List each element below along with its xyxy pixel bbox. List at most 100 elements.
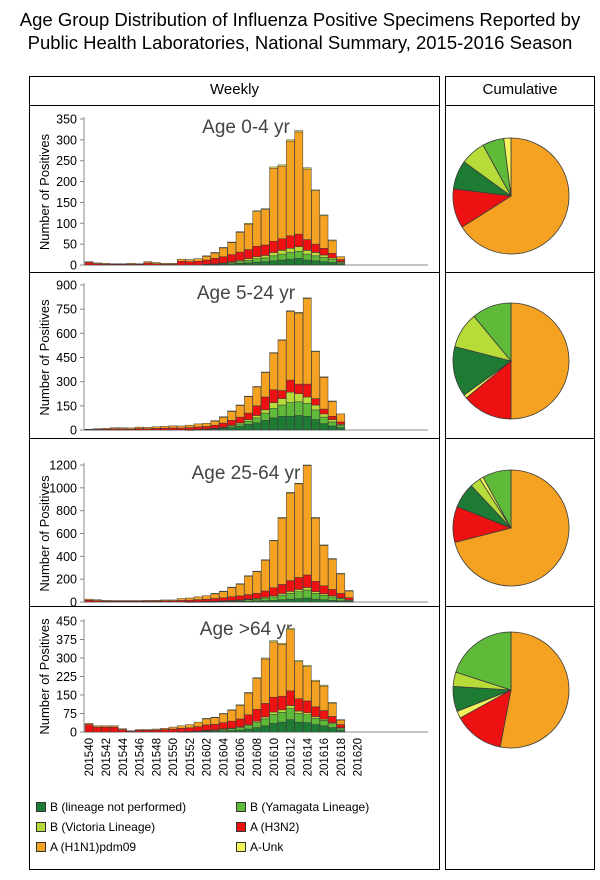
bar-segment-a-h1n1pdm09 [118, 600, 127, 602]
bar-segment-a-h1n1pdm09 [143, 427, 153, 429]
bar-segment-a-h3n2 [294, 577, 304, 590]
bar-segment-a-h3n2 [227, 720, 236, 729]
bar-segment-a-unk [294, 483, 304, 485]
bar-segment-a-unk [252, 386, 262, 388]
bar-segment-a-h1n1pdm09 [84, 261, 94, 263]
legend-label: B (Yamagata Lineage) [250, 800, 370, 814]
bar-segment-a-h3n2 [328, 416, 337, 420]
bar-segment-a-h1n1pdm09 [193, 721, 203, 727]
bar-segment-a-h1n1pdm09 [328, 702, 337, 717]
bar-segment-a-h3n2 [218, 256, 228, 264]
bar-segment-a-unk [269, 166, 278, 169]
pie-slice-b-lineage-not-performed [452, 346, 512, 396]
bar-segment-a-h1n1pdm09 [294, 483, 304, 578]
bar-segment-a-h1n1pdm09 [135, 426, 144, 429]
bar-segment-a-h1n1pdm09 [151, 600, 161, 602]
bar-segment-b-victoria [277, 398, 287, 406]
bar-segment-a-h1n1pdm09 [252, 386, 262, 407]
bar-segment-a-unk [286, 492, 295, 494]
bar-segment-a-unk [260, 208, 270, 210]
bar-segment-b-lineage-not-performed [302, 416, 312, 431]
title-line-2: Public Health Laboratories, National Sum… [27, 32, 573, 53]
bar-segment-a-unk [227, 709, 236, 711]
bar-segment-a-unk [328, 400, 337, 402]
bar-segment-a-unk [260, 371, 270, 373]
bar-segment-a-unk [311, 679, 320, 682]
bar-segment-b-lineage-not-performed [269, 417, 278, 431]
legend-swatch [236, 822, 246, 832]
bar-segment-b-lineage-not-performed [302, 722, 312, 733]
bar-segment-a-h1n1pdm09 [126, 730, 136, 732]
y-axis-label: Number of Positives [37, 475, 52, 592]
bar-segment-a-h3n2 [336, 421, 346, 425]
bar-segment-a-h1n1pdm09 [244, 575, 253, 595]
x-tick-label: 201608 [252, 738, 264, 776]
bar-segment-b-lineage-not-performed [260, 420, 270, 431]
bar-segment-a-unk [286, 628, 295, 630]
legend-item: B (Victoria Lineage) [36, 820, 155, 834]
y-axis-label: Number of Positives [37, 618, 52, 735]
bar-segment-a-h3n2 [227, 420, 236, 426]
bar-segment-b-lineage-not-performed [294, 258, 304, 266]
y-tick-label: 100 [56, 217, 77, 231]
bar-segment-a-unk [244, 395, 253, 397]
bar-segment-b-victoria [252, 256, 262, 259]
bar-segment-a-unk [302, 464, 312, 466]
bar-segment-a-h1n1pdm09 [202, 422, 211, 427]
bar-segment-b-lineage-not-performed [311, 419, 320, 431]
bar-segment-a-h1n1pdm09 [328, 240, 337, 254]
bar-segment-a-unk [227, 410, 236, 412]
bar-segment-a-h1n1pdm09 [218, 247, 228, 257]
y-tick-label: 400 [56, 550, 77, 564]
bar-segment-a-h1n1pdm09 [294, 131, 304, 235]
bar-segment-a-h1n1pdm09 [277, 340, 287, 391]
bar-segment-a-h1n1pdm09 [202, 255, 211, 261]
bar-segment-a-h1n1pdm09 [302, 465, 312, 576]
bar-segment-b-yamagata [319, 257, 329, 262]
x-tick-label: 201550 [168, 738, 180, 776]
bar-segment-b-lineage-not-performed [244, 728, 253, 733]
bar-segment-a-h1n1pdm09 [93, 262, 102, 264]
bar-segment-a-h1n1pdm09 [93, 428, 102, 430]
bar-segment-b-yamagata [302, 589, 312, 599]
bar-segment-a-h3n2 [344, 597, 354, 601]
legend-item: A (H3N2) [236, 820, 299, 834]
bar-segment-a-h3n2 [218, 422, 228, 428]
bar-segment-a-h1n1pdm09 [168, 726, 178, 730]
bar-segment-a-h3n2 [260, 396, 270, 411]
bar-segment-a-h1n1pdm09 [101, 725, 111, 728]
bar-segment-a-h3n2 [286, 235, 295, 249]
bar-segment-a-h1n1pdm09 [168, 263, 178, 265]
bar-segment-b-victoria [244, 258, 253, 261]
bar-segment-b-lineage-not-performed [277, 599, 287, 603]
bar-segment-b-yamagata [328, 421, 337, 427]
chart-title: Age 25-64 yr [192, 463, 301, 484]
bar-segment-a-h1n1pdm09 [311, 190, 320, 245]
bar-segment-a-unk [218, 416, 228, 418]
y-tick-label: 450 [56, 351, 77, 365]
bar-segment-b-yamagata [260, 412, 270, 421]
bar-segment-b-victoria [302, 250, 312, 255]
bar-segment-a-unk [277, 517, 287, 519]
bar-segment-a-h1n1pdm09 [344, 590, 354, 598]
bar-segment-a-h3n2 [328, 716, 337, 723]
bar-segment-a-unk [252, 677, 262, 679]
bar-segment-a-h3n2 [277, 390, 287, 399]
bar-segment-b-lineage-not-performed [286, 416, 295, 431]
bar-segment-b-lineage-not-performed [227, 427, 236, 431]
pie-slice-a-h3n2 [459, 689, 512, 748]
bar-segment-a-h1n1pdm09 [244, 223, 253, 250]
bar-segment-a-h3n2 [302, 574, 312, 588]
bar-segment-a-unk [344, 590, 354, 592]
bar-segment-b-yamagata [244, 260, 253, 264]
pie-slice-a-h1n1pdm09 [499, 631, 570, 749]
bar-segment-a-h1n1pdm09 [336, 413, 346, 423]
bar-segment-a-h3n2 [286, 580, 295, 592]
bar-segment-a-h3n2 [235, 251, 245, 261]
bar-segment-b-yamagata [286, 252, 295, 260]
bar-segment-a-unk [302, 665, 312, 667]
y-tick-label: 75 [63, 707, 77, 721]
x-tick-label: 201610 [269, 738, 281, 776]
bar-segment-b-lineage-not-performed [302, 259, 312, 266]
pie-slice-b-yamagata [482, 469, 512, 529]
